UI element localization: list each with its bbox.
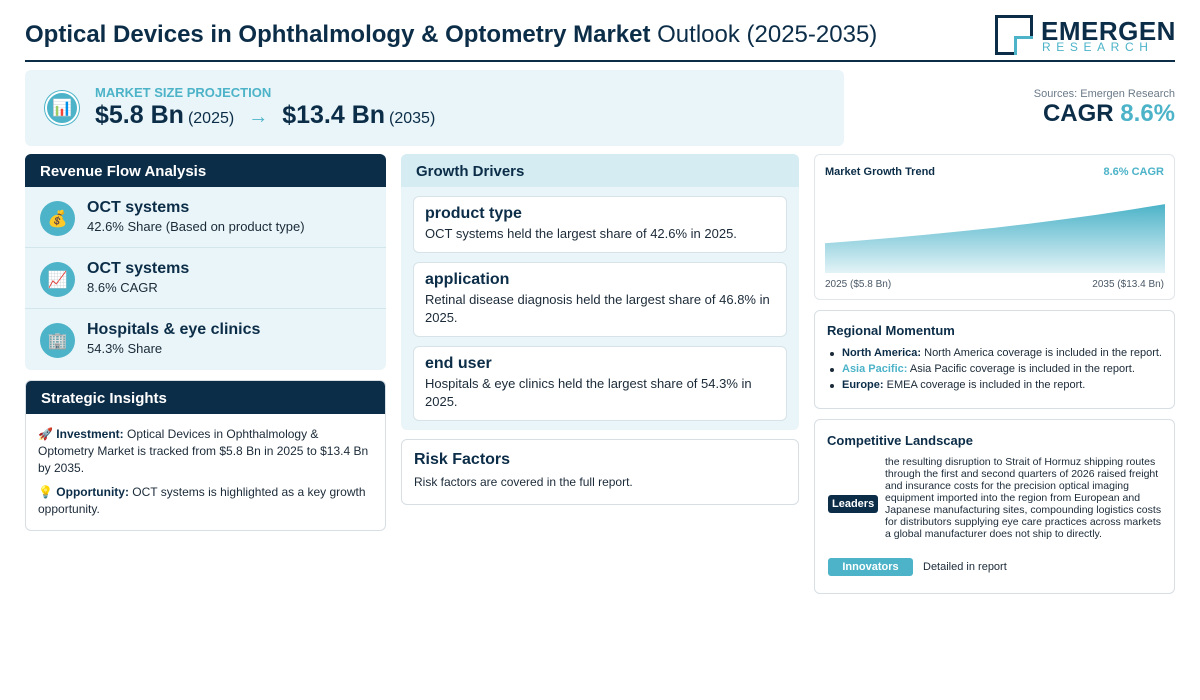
revenue-flow-heading: Revenue Flow Analysis bbox=[25, 154, 386, 187]
driver-title: end user bbox=[425, 355, 492, 372]
investment-label: Investment: bbox=[56, 427, 124, 441]
end-value: $13.4 Bn bbox=[282, 101, 386, 129]
driver-title: application bbox=[425, 271, 510, 288]
logo-mark-icon bbox=[995, 15, 1033, 55]
strategic-insights-body: 🚀 Investment: Optical Devices in Ophthal… bbox=[26, 414, 385, 518]
trend-chart-icon: 📈 bbox=[40, 262, 75, 297]
growth-drivers-card: Growth Drivers product type OCT systems … bbox=[401, 154, 799, 430]
investment-insight: 🚀 Investment: Optical Devices in Ophthal… bbox=[38, 426, 373, 477]
end-year: (2035) bbox=[389, 110, 436, 127]
investment-text: Optical Devices in Ophthalmology & Optom… bbox=[38, 427, 369, 475]
revenue-item-subtitle: 42.6% Share (Based on product type) bbox=[87, 219, 305, 234]
market-growth-trend-card: Market Growth Trend 8.6% CAGR 2025 ($5.8… bbox=[814, 154, 1175, 300]
brand-logo: EMERGEN RESEARCH bbox=[995, 14, 1175, 56]
risk-factors-card: Risk Factors Risk factors are covered in… bbox=[401, 439, 799, 505]
strategic-insights-card: Strategic Insights 🚀 Investment: Optical… bbox=[25, 380, 386, 531]
start-year: (2025) bbox=[187, 110, 235, 127]
money-bag-icon: 💰 bbox=[40, 201, 75, 236]
driver-item: end user Hospitals & eye clinics held th… bbox=[413, 346, 787, 421]
building-icon: 🏢 bbox=[40, 323, 75, 358]
region-text: North America coverage is included in th… bbox=[924, 347, 1162, 359]
revenue-flow-card: Revenue Flow Analysis 💰 OCT systems 42.6… bbox=[25, 154, 386, 370]
driver-text: OCT systems held the largest share of 42… bbox=[425, 226, 737, 241]
page-title: Optical Devices in Ophthalmology & Optom… bbox=[25, 21, 877, 49]
revenue-item-title: Hospitals & eye clinics bbox=[87, 321, 261, 338]
page-header: Optical Devices in Ophthalmology & Optom… bbox=[25, 12, 1175, 62]
list-item: North America: North America coverage is… bbox=[827, 347, 1162, 359]
list-item: Europe: EMEA coverage is included in the… bbox=[827, 379, 1162, 391]
growth-drivers-heading: Growth Drivers bbox=[401, 154, 799, 187]
competitive-landscape-heading: Competitive Landscape bbox=[827, 433, 973, 448]
region-name: North America: bbox=[842, 347, 922, 359]
innovators-badge: Innovators bbox=[828, 558, 913, 576]
opportunity-text: OCT systems is highlighted as a key grow… bbox=[38, 485, 366, 516]
logo-name: EMERGEN bbox=[1041, 16, 1176, 46]
revenue-item-title: OCT systems bbox=[87, 260, 190, 277]
trend-chart bbox=[825, 204, 1165, 273]
market-size-values: $5.8 Bn (2025) → $13.4 Bn (2035) bbox=[95, 101, 435, 130]
cagr-label: CAGR bbox=[1042, 100, 1114, 127]
innovators-text: Detailed in report bbox=[923, 561, 1007, 573]
trend-x-start-label: 2025 ($5.8 Bn) bbox=[825, 279, 892, 290]
opportunity-insight: 💡 Opportunity: OCT systems is highlighte… bbox=[38, 484, 373, 518]
region-text: Asia Pacific coverage is included in the… bbox=[909, 363, 1135, 375]
cagr-summary: CAGR 8.6% bbox=[1043, 100, 1175, 128]
revenue-item-subtitle: 8.6% CAGR bbox=[87, 280, 158, 295]
rocket-icon: 🚀 bbox=[38, 427, 53, 441]
strategic-insights-heading: Strategic Insights bbox=[26, 381, 385, 414]
driver-text: Hospitals & eye clinics held the largest… bbox=[425, 376, 752, 409]
market-size-banner: 📊 MARKET SIZE PROJECTION $5.8 Bn (2025) → $… bbox=[25, 70, 844, 146]
list-item: 💰 OCT systems 42.6% Share (Based on prod… bbox=[25, 187, 386, 248]
trend-cagr: 8.6% CAGR bbox=[1103, 166, 1164, 178]
region-text: EMEA coverage is included in the report. bbox=[886, 379, 1086, 391]
regional-momentum-heading: Regional Momentum bbox=[827, 323, 955, 338]
sources-note: Sources: Emergen Research bbox=[1033, 88, 1175, 100]
risk-factors-heading: Risk Factors bbox=[414, 451, 511, 468]
driver-text: Retinal disease diagnosis held the large… bbox=[425, 292, 770, 325]
revenue-item-subtitle: 54.3% Share bbox=[87, 341, 163, 356]
driver-item: product type OCT systems held the larges… bbox=[413, 196, 787, 253]
leaders-badge: Leaders bbox=[828, 495, 879, 513]
opportunity-label: Opportunity: bbox=[56, 485, 129, 499]
list-item: 📈 OCT systems 8.6% CAGR bbox=[25, 248, 386, 309]
list-item: Asia Pacific: Asia Pacific coverage is i… bbox=[827, 363, 1162, 375]
page-title-bold: Optical Devices in Ophthalmology & Optom… bbox=[25, 21, 651, 48]
region-list: North America: North America coverage is… bbox=[827, 347, 1162, 391]
driver-title: product type bbox=[425, 205, 522, 222]
leaders-text: the resulting disruption to Strait of Ho… bbox=[885, 456, 1162, 540]
trend-area bbox=[825, 204, 1165, 273]
list-item: 🏢 Hospitals & eye clinics 54.3% Share bbox=[25, 309, 386, 370]
revenue-item-title: OCT systems bbox=[87, 199, 190, 216]
cagr-value: 8.6% bbox=[1120, 100, 1175, 127]
trend-x-end-label: 2035 ($13.4 Bn) bbox=[1092, 279, 1164, 290]
arrow-right-icon: → bbox=[248, 106, 269, 128]
region-name: Europe: bbox=[842, 379, 884, 391]
page-title-rest: Outlook (2025-2035) bbox=[657, 21, 878, 48]
lightbulb-icon: 💡 bbox=[38, 485, 53, 499]
region-name: Asia Pacific: bbox=[842, 363, 908, 375]
driver-item: application Retinal disease diagnosis he… bbox=[413, 262, 787, 337]
trend-title: Market Growth Trend bbox=[825, 166, 936, 178]
risk-factors-text: Risk factors are covered in the full rep… bbox=[414, 475, 633, 489]
market-size-label: MARKET SIZE PROJECTION bbox=[95, 85, 272, 100]
start-value: $5.8 Bn bbox=[95, 101, 184, 129]
bar-chart-icon: 📊 bbox=[45, 91, 79, 125]
logo-subtitle: RESEARCH bbox=[1042, 40, 1154, 54]
competitive-landscape-card: Competitive Landscape Leaders the result… bbox=[814, 419, 1175, 594]
regional-momentum-card: Regional Momentum North America: North A… bbox=[814, 310, 1175, 409]
